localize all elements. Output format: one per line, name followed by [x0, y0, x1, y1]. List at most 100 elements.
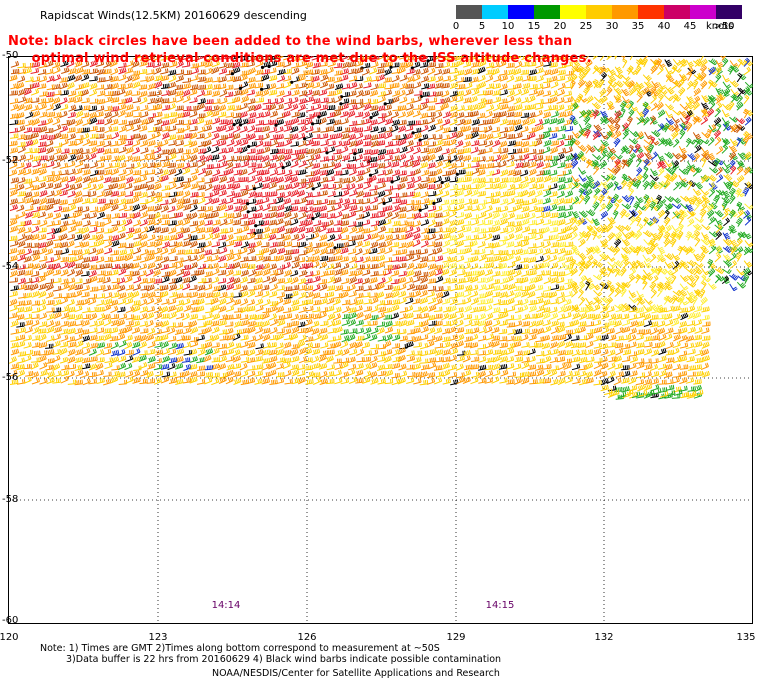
wind-barb [455, 162, 465, 168]
wind-barb [334, 211, 343, 219]
wind-barb [442, 205, 451, 212]
wind-barb [175, 203, 184, 211]
wind-barb [319, 163, 329, 170]
wind-barb [60, 220, 69, 228]
wind-barb [82, 118, 91, 126]
wind-barb [334, 70, 343, 76]
wind-barb [60, 169, 69, 176]
wind-barb [211, 139, 221, 147]
wind-barb [290, 160, 299, 168]
wind-barb [189, 132, 198, 140]
wind-barb [140, 369, 149, 377]
wind-barb [53, 154, 63, 162]
wind-barb [672, 341, 681, 349]
wind-barb [347, 133, 357, 141]
wind-barb [679, 73, 688, 82]
wind-barb [694, 217, 704, 223]
wind-barb [67, 90, 77, 97]
wind-barb [687, 218, 695, 227]
wind-barb [578, 187, 585, 198]
wind-barb [419, 102, 428, 111]
wind-barb [377, 90, 386, 98]
wind-barb [326, 118, 335, 125]
wind-barb [613, 180, 619, 191]
wind-barb [190, 84, 199, 91]
wind-barb [52, 175, 61, 183]
wind-barb [212, 291, 221, 298]
wind-barb [104, 362, 113, 370]
wind-barb [298, 60, 308, 68]
wind-barb [32, 110, 41, 118]
wind-barb [727, 180, 734, 191]
wind-barb [477, 293, 487, 299]
wind-barb [499, 377, 508, 384]
wind-barb [694, 305, 703, 313]
wind-barb [736, 165, 744, 175]
wind-barb [435, 349, 444, 356]
wind-barb [637, 384, 646, 392]
wind-barb [17, 145, 26, 154]
wind-barb [132, 247, 142, 255]
wind-barb [591, 258, 598, 269]
wind-barb [333, 261, 342, 270]
wind-barb [528, 269, 537, 276]
wind-barb [248, 190, 257, 199]
wind-barb [89, 197, 98, 204]
wind-barb [196, 371, 206, 377]
wind-barb [139, 199, 149, 205]
wind-barb [507, 261, 516, 269]
wind-barb [542, 162, 551, 170]
wind-barb [111, 283, 120, 290]
wind-barb [132, 305, 141, 313]
wind-barb [81, 357, 91, 364]
wind-barb [160, 98, 170, 104]
wind-barb [347, 283, 356, 292]
contamination-circle [317, 115, 321, 119]
wind-barb [599, 343, 608, 350]
wind-barb [399, 74, 408, 82]
wind-barb [89, 206, 99, 213]
wind-barb [448, 138, 457, 146]
wind-barb [66, 233, 76, 241]
wind-barb [369, 89, 379, 97]
wind-barb [89, 334, 98, 341]
wind-barb [558, 111, 567, 118]
wind-barb [384, 154, 393, 161]
wind-barb [30, 104, 39, 112]
wind-barb [275, 126, 284, 134]
wind-barb [413, 127, 422, 134]
wind-barb [46, 263, 56, 270]
wind-barb [355, 132, 364, 140]
wind-barb [225, 69, 234, 76]
wind-barb [722, 57, 729, 68]
wind-barb [248, 111, 257, 119]
wind-barb [629, 370, 638, 377]
wind-barb [433, 306, 443, 312]
wind-barb [290, 141, 299, 147]
wind-barb [181, 357, 191, 363]
wind-barb [45, 60, 54, 68]
wind-barb [190, 63, 200, 69]
wind-barb [521, 350, 531, 356]
wind-barb [449, 95, 458, 103]
wind-barb [9, 169, 18, 177]
wind-barb [679, 385, 688, 392]
wind-barb [449, 318, 458, 327]
wind-barb [428, 97, 437, 103]
wind-barb [470, 126, 480, 133]
wind-barb [341, 299, 351, 306]
wind-barb [534, 284, 544, 291]
wind-barb [586, 181, 596, 189]
wind-barb [59, 133, 69, 140]
wind-barb [24, 154, 34, 161]
wind-barb [140, 285, 149, 291]
wind-barb [325, 305, 335, 312]
wind-barb [81, 370, 90, 378]
wind-barb [190, 226, 199, 234]
wind-barb [737, 152, 747, 160]
wind-barb [491, 177, 500, 184]
wind-barb [708, 245, 716, 255]
wind-barb [291, 377, 300, 385]
wind-barb [499, 126, 509, 134]
wind-barb [66, 336, 76, 343]
